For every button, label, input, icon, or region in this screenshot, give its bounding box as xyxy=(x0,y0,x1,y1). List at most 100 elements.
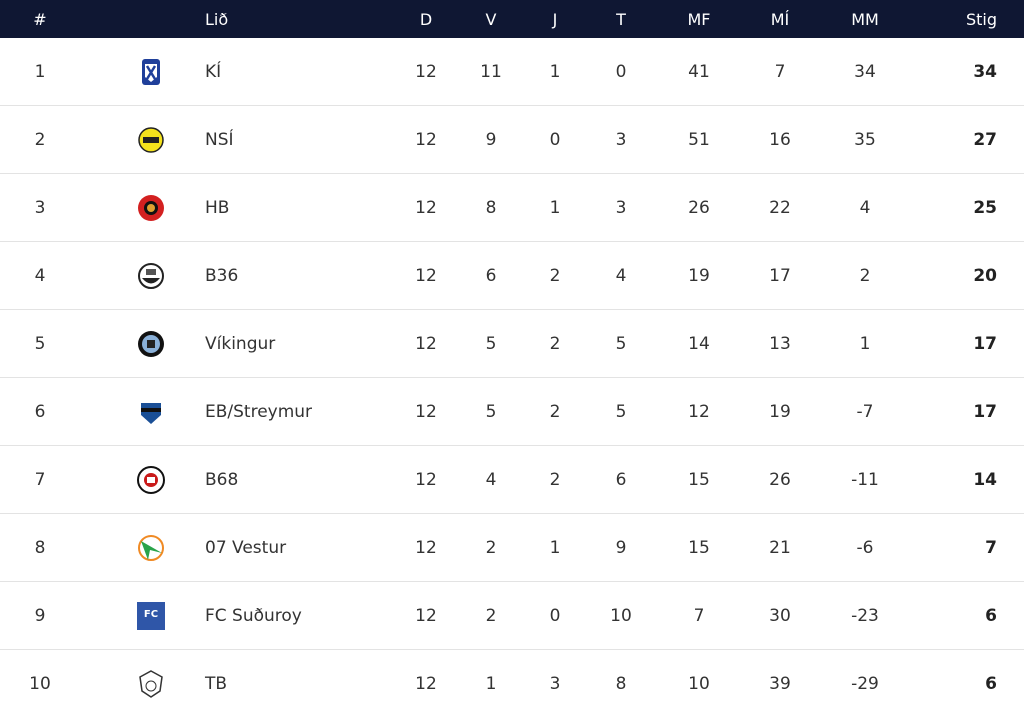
stat-cell: 41 xyxy=(688,61,710,82)
stat-cell: -6 xyxy=(856,537,874,558)
stat-cell: -29 xyxy=(851,673,879,694)
team-logo xyxy=(142,59,160,85)
stat-cell: 3 xyxy=(615,129,627,150)
team-name: Víkingur xyxy=(205,333,276,354)
stat-cell: 19 xyxy=(688,265,710,286)
stat-cell: 5 xyxy=(615,333,627,354)
stat-cell: -23 xyxy=(851,605,879,626)
stat-cell: 2 xyxy=(485,605,497,626)
position: 5 xyxy=(34,333,46,354)
team-logo xyxy=(139,670,163,698)
stat-cell: 12 xyxy=(415,129,437,150)
stat-cell: 5 xyxy=(485,333,497,354)
stat-cell: 1 xyxy=(859,333,871,354)
stat-cell: 2 xyxy=(549,265,561,286)
table-row: 1 KÍ 12 11 1 0 41 7 34 34 xyxy=(0,38,1024,106)
stat-cell: -7 xyxy=(856,401,874,422)
stat-cell: 17 xyxy=(973,333,997,354)
stat-cell: 13 xyxy=(769,333,791,354)
table-row: 7 B68 12 4 2 6 15 26 -11 14 xyxy=(0,446,1024,514)
stat-cell: 14 xyxy=(973,469,997,490)
stat-cell: 4 xyxy=(859,197,871,218)
team-logo xyxy=(138,263,164,289)
stat-cell: 5 xyxy=(615,401,627,422)
table-row: 4 B36 12 6 2 4 19 17 2 20 xyxy=(0,242,1024,310)
table-row: 8 07 Vestur 12 2 1 9 15 21 -6 7 xyxy=(0,514,1024,582)
table-row: 3 HB 12 8 1 3 26 22 4 25 xyxy=(0,174,1024,242)
team-logo: FC xyxy=(137,602,165,630)
column-header: MÍ xyxy=(770,9,790,29)
team-logo xyxy=(141,403,161,424)
column-header: D xyxy=(419,9,433,29)
stat-cell: 11 xyxy=(480,61,502,82)
team-name: 07 Vestur xyxy=(205,537,287,558)
stat-cell: 0 xyxy=(549,605,561,626)
position: 6 xyxy=(34,401,46,422)
stat-cell: 4 xyxy=(615,265,627,286)
stat-cell: 12 xyxy=(415,401,437,422)
stat-cell: 6 xyxy=(615,469,627,490)
stat-cell: 15 xyxy=(688,469,710,490)
column-header: Stig xyxy=(965,9,997,29)
stat-cell: 20 xyxy=(973,265,997,286)
column-header: MF xyxy=(687,9,711,29)
stat-cell: 30 xyxy=(769,605,791,626)
table-row: 9 FC Suðuroy 12 2 0 10 7 30 -23 6 FC xyxy=(0,582,1024,650)
stat-cell: 9 xyxy=(615,537,627,558)
position: 8 xyxy=(34,537,46,558)
stat-cell: 2 xyxy=(485,537,497,558)
stat-cell: 12 xyxy=(415,61,437,82)
stat-cell: 3 xyxy=(549,673,561,694)
stat-cell: 6 xyxy=(985,673,997,694)
stat-cell: 2 xyxy=(859,265,871,286)
team-name: TB xyxy=(205,673,228,694)
stat-cell: 2 xyxy=(549,469,561,490)
team-name: FC Suðuroy xyxy=(205,605,302,626)
stat-cell: 2 xyxy=(549,333,561,354)
team-name: KÍ xyxy=(205,61,222,82)
column-header: V xyxy=(485,9,497,29)
team-logo xyxy=(138,331,164,357)
team-logo xyxy=(138,535,164,561)
team-name: B68 xyxy=(205,469,239,490)
stat-cell: 27 xyxy=(973,129,997,150)
stat-cell: 12 xyxy=(415,673,437,694)
stat-cell: 16 xyxy=(769,129,791,150)
position: 4 xyxy=(34,265,46,286)
column-header: J xyxy=(552,9,558,29)
position: 7 xyxy=(34,469,46,490)
stat-cell: 1 xyxy=(549,61,561,82)
stat-cell: 12 xyxy=(415,537,437,558)
stat-cell: 21 xyxy=(769,537,791,558)
stat-cell: 12 xyxy=(688,401,710,422)
stat-cell: 39 xyxy=(769,673,791,694)
stat-cell: 0 xyxy=(615,61,627,82)
stat-cell: 34 xyxy=(973,61,997,82)
table-row: 6 EB/Streymur 12 5 2 5 12 19 -7 17 xyxy=(0,378,1024,446)
stat-cell: 17 xyxy=(973,401,997,422)
stat-cell: 4 xyxy=(485,469,497,490)
table-row: 2 NSÍ 12 9 0 3 51 16 35 27 xyxy=(0,106,1024,174)
stat-cell: 8 xyxy=(615,673,627,694)
stat-cell: 51 xyxy=(688,129,710,150)
position: 9 xyxy=(34,605,46,626)
stat-cell: 6 xyxy=(485,265,497,286)
stat-cell: 26 xyxy=(688,197,710,218)
stat-cell: 12 xyxy=(415,265,437,286)
stat-cell: 9 xyxy=(485,129,497,150)
team-name: HB xyxy=(205,197,230,218)
stat-cell: 15 xyxy=(688,537,710,558)
stat-cell: 7 xyxy=(774,61,786,82)
stat-cell: 14 xyxy=(688,333,710,354)
stat-cell: 34 xyxy=(854,61,876,82)
column-header: T xyxy=(616,9,626,29)
stat-cell: -11 xyxy=(851,469,879,490)
stat-cell: 25 xyxy=(973,197,997,218)
table-header: # Lið D V J T MF MÍ MM Stig xyxy=(0,0,1024,38)
stat-cell: 12 xyxy=(415,197,437,218)
stat-cell: 12 xyxy=(415,469,437,490)
stat-cell: 17 xyxy=(769,265,791,286)
stat-cell: 10 xyxy=(688,673,710,694)
stat-cell: 7 xyxy=(985,537,997,558)
